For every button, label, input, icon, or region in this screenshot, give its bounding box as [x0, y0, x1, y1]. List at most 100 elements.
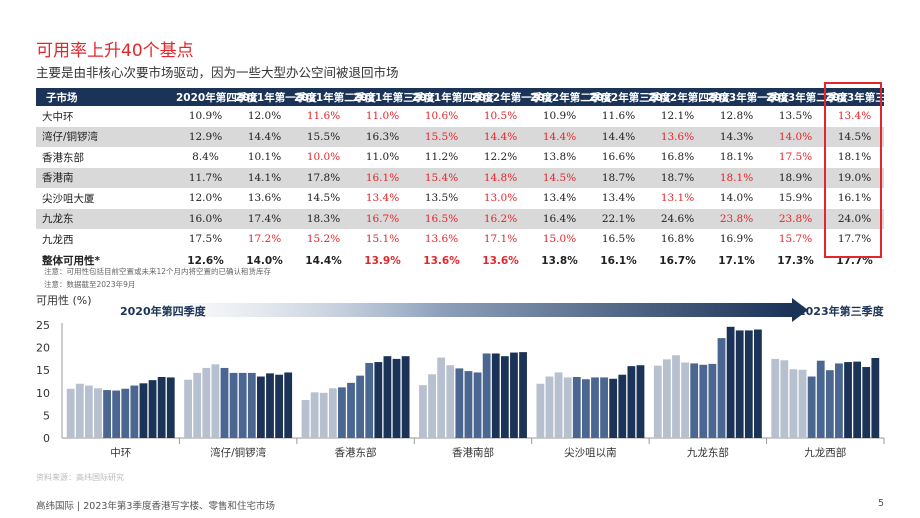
- bar: [627, 366, 636, 438]
- bar: [284, 372, 293, 438]
- table-cell: 16.5%: [412, 208, 471, 229]
- table-cell: 13.4%: [837, 110, 872, 123]
- bar: [94, 388, 102, 438]
- bar: [545, 376, 554, 438]
- table-row: 大中环 10.9% 12.0% 11.6% 11.0% 10.6% 10.5% 10.9% 11…: [36, 106, 884, 127]
- bar: [202, 367, 211, 438]
- bar: [75, 383, 84, 438]
- bar: [148, 380, 157, 438]
- bar: [600, 377, 608, 438]
- table-cell: 23.8%: [766, 208, 825, 229]
- bar: [672, 355, 680, 438]
- table-cell: 16.1%: [353, 167, 412, 188]
- table-row: 九龙西 17.5% 17.2% 15.2% 15.1% 13.6% 17.1% 15.0% 16…: [36, 229, 884, 250]
- table-cell: 10.9%: [542, 110, 577, 123]
- table-cell: 14.0%: [246, 254, 283, 267]
- header-period: 2020年第四季度: [176, 88, 258, 106]
- table-header-row: 子市场 2020年第四季度 2021年第一季度 2021年第二季度 2021年第三季度 2…: [36, 88, 907, 106]
- bar: [247, 372, 256, 438]
- table-cell: 15.1%: [365, 233, 400, 246]
- page-number: 5: [877, 498, 884, 509]
- bar: [211, 364, 220, 438]
- bar: [319, 392, 328, 438]
- table-cell: 15.0%: [542, 233, 577, 246]
- table-cell: 16.4%: [530, 208, 589, 229]
- category-label: 香港南部: [452, 446, 494, 459]
- table-cell: 12.1%: [660, 110, 695, 123]
- table-cell: 13.6%: [423, 254, 460, 267]
- bar: [266, 373, 274, 438]
- table-row: 香港南 11.7% 14.1% 17.8% 16.1% 15.4% 14.8% 14.5% 18…: [36, 167, 884, 188]
- bar: [735, 330, 744, 438]
- table-cell: 19.0%: [825, 167, 884, 188]
- bar: [84, 385, 93, 438]
- table-cell: 8.4%: [192, 151, 219, 164]
- bar: [717, 338, 726, 438]
- bar: [301, 400, 310, 438]
- table-cell: 16.1%: [837, 192, 872, 205]
- bar: [519, 352, 527, 438]
- bar: [500, 356, 509, 438]
- bar: [844, 362, 852, 438]
- header-period: 2022年第三季度: [589, 88, 671, 106]
- page-title: 可用率上升40个基点: [36, 41, 194, 61]
- table-cell: 12.6%: [187, 254, 224, 267]
- table-cell: 17.8%: [294, 167, 353, 188]
- bar: [708, 363, 717, 438]
- table-cell: 15.5%: [412, 126, 471, 147]
- bar: [356, 375, 365, 438]
- bar: [446, 365, 455, 438]
- bar: [789, 369, 798, 438]
- header-period: 2023年第一季度: [707, 88, 789, 106]
- bar: [193, 372, 202, 438]
- table-cell: 16.5%: [601, 233, 636, 246]
- bar: [392, 358, 401, 438]
- bar: [636, 365, 645, 438]
- bar: [428, 374, 436, 438]
- table-cell: 11.6%: [306, 110, 341, 123]
- table-cell: 12.0%: [247, 110, 282, 123]
- table-cell: 14.4%: [471, 126, 530, 147]
- bar: [229, 372, 238, 438]
- bar: [609, 378, 618, 438]
- table-cell: 16.8%: [660, 151, 695, 164]
- bar: [112, 390, 121, 438]
- table-cell: 13.9%: [364, 254, 401, 267]
- table-cell: 18.1%: [707, 167, 766, 188]
- table-row: 湾仔/铜锣湾 12.9% 14.4% 15.5% 16.3% 15.5% 14.4% 14.4…: [36, 126, 884, 147]
- table-cell: 17.5%: [188, 233, 223, 246]
- row-label: 尖沙咀大厦: [42, 192, 95, 205]
- bar: [238, 372, 247, 438]
- header-period: 2021年第三季度: [353, 88, 435, 106]
- bar: [374, 362, 383, 438]
- bar: [798, 369, 807, 438]
- table-cell: 14.3%: [707, 126, 766, 147]
- table-cell: 12.0%: [188, 192, 223, 205]
- bar: [139, 383, 148, 438]
- bar: [807, 376, 816, 438]
- header-period: 2023年第三季度: [825, 88, 907, 106]
- page-subtitle: 主要是由非核心次要市场驱动，因为一些大型办公空间被退回市场: [36, 65, 399, 80]
- y-tick-label: 20: [36, 342, 50, 355]
- bar: [871, 357, 880, 438]
- row-label: 九龙西: [42, 233, 74, 246]
- table-cell: 17.1%: [483, 233, 518, 246]
- bar: [103, 390, 111, 438]
- table-row: 九龙东 16.0% 17.4% 18.3% 16.7% 16.5% 16.2% 16.4% 22…: [36, 208, 884, 229]
- table-cell: 14.4%: [305, 254, 342, 267]
- table-cell: 13.6%: [424, 233, 459, 246]
- table-cell: 14.4%: [235, 126, 294, 147]
- source-note: 资料来源：高纬国际研究: [36, 473, 124, 482]
- bar: [347, 382, 355, 438]
- table-cell: 17.2%: [247, 233, 282, 246]
- table-cell: 17.4%: [235, 208, 294, 229]
- bar: [419, 385, 427, 438]
- table-cell: 13.0%: [483, 192, 518, 205]
- bar: [184, 379, 192, 438]
- bar: [618, 374, 627, 438]
- table-row: 尖沙咀大厦 12.0% 13.6% 14.5% 13.4% 13.5% 13.0% 13.4%…: [36, 188, 884, 209]
- header-period: 2021年第四季度: [412, 88, 494, 106]
- bar: [816, 360, 825, 438]
- table-cell: 16.6%: [601, 151, 636, 164]
- table-cell: 18.1%: [719, 151, 754, 164]
